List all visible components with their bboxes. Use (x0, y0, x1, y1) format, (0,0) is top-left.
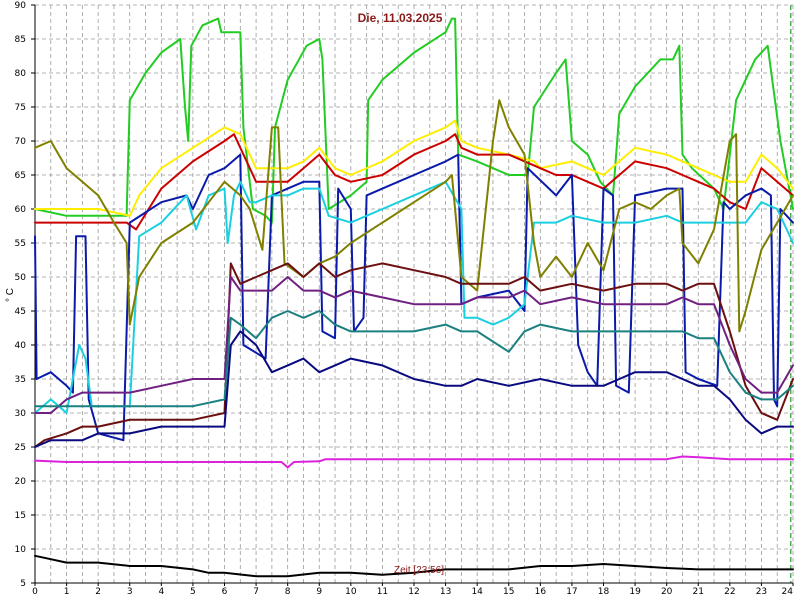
x-tick-label: 2 (95, 587, 101, 597)
x-tick-label: 21 (693, 587, 704, 597)
y-tick-label: 80 (15, 69, 27, 79)
x-tick-label: 4 (158, 587, 164, 597)
x-tick-label: 15 (503, 587, 514, 597)
y-tick-label: 20 (15, 477, 27, 487)
series-line-8 (34, 276, 794, 414)
y-tick-label: 5 (20, 579, 26, 589)
y-tick-label: 55 (15, 239, 26, 249)
y-tick-label: 60 (15, 205, 27, 215)
series-line-11 (34, 455, 794, 469)
y-tick-label: 35 (15, 375, 26, 385)
y-tick-label: 45 (15, 307, 26, 317)
series-line-4 (34, 153, 794, 442)
x-tick-label: 20 (661, 587, 673, 597)
y-tick-label: 25 (15, 443, 26, 453)
y-tick-label: 75 (15, 103, 26, 113)
x-tick-label: 8 (285, 587, 291, 597)
series-group (34, 17, 794, 578)
y-tick-label: 10 (15, 545, 27, 555)
x-tick-label: 18 (598, 587, 610, 597)
y-tick-label: 15 (15, 511, 26, 521)
y-tick-label: 85 (15, 35, 26, 45)
y-tick-label: 70 (15, 137, 27, 147)
x-tick-label: 5 (190, 587, 196, 597)
series-line-12 (34, 554, 794, 578)
y-tick-label: 30 (15, 409, 27, 419)
y-tick-label: 65 (15, 171, 26, 181)
x-tick-label: 24 (782, 587, 794, 597)
y-tick-label: 40 (15, 341, 27, 351)
y-tick-label: 50 (15, 273, 27, 283)
series-line-1 (34, 17, 794, 224)
series-line-9 (34, 310, 794, 408)
time-label: Zeit [23:56] (394, 565, 444, 576)
series-line-3 (34, 133, 794, 231)
series-line-5 (34, 180, 794, 414)
x-tick-label: 1 (64, 587, 70, 597)
x-tick-label: 7 (253, 587, 259, 597)
series-line-2 (34, 119, 794, 217)
x-tick-label: 16 (535, 587, 547, 597)
series-line-10 (34, 330, 794, 448)
x-tick-label: 6 (222, 587, 228, 597)
x-tick-label: 14 (471, 587, 483, 597)
x-tick-label: 12 (408, 587, 419, 597)
x-tick-label: 19 (629, 587, 641, 597)
x-tick-label: 23 (756, 587, 767, 597)
x-tick-label: 17 (566, 587, 577, 597)
series-line-7 (34, 262, 794, 448)
x-tick-label: 13 (440, 587, 451, 597)
x-tick-label: 9 (316, 587, 322, 597)
x-tick-label: 3 (127, 587, 133, 597)
y-axis-label: ° C (5, 288, 16, 302)
chart-title: Die, 11.03.2025 (358, 11, 443, 25)
x-tick-label: 10 (345, 587, 357, 597)
series-line-6 (34, 99, 794, 333)
y-tick-label: 90 (15, 1, 27, 11)
x-tick-label: 11 (377, 587, 388, 597)
x-tick-label: 0 (32, 587, 38, 597)
x-tick-label: 22 (724, 587, 735, 597)
